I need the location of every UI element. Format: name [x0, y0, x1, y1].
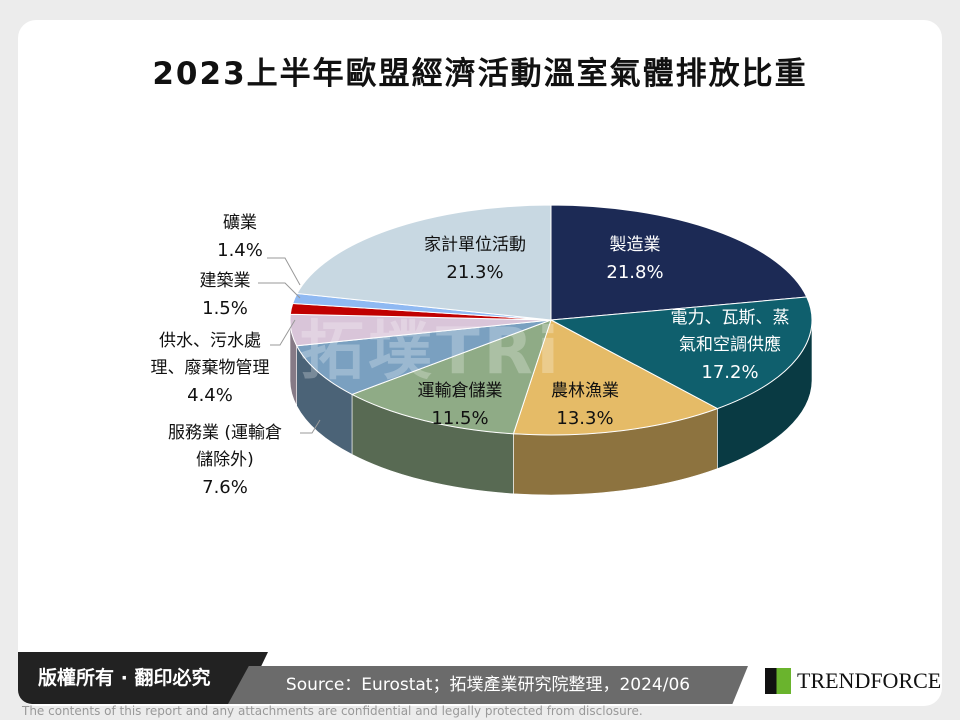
- watermark: 拓墣TRi: [300, 315, 563, 389]
- label-agriculture: 農林漁業 13.3%: [551, 381, 619, 429]
- pie-slice-4: [295, 319, 552, 395]
- label-services: 服務業 (運輸倉 儲除外) 7.6%: [167, 423, 283, 498]
- trendforce-logo: TRENDFORCE: [765, 668, 941, 694]
- disclaimer: The contents of this report and any atta…: [22, 704, 643, 718]
- label-water: 供水、污水處 理、廢棄物管理 4.4%: [150, 331, 270, 406]
- label-electricity: 電力、瓦斯、蒸 氣和空調供應 17.2%: [670, 308, 790, 383]
- pie-slice-3: [350, 319, 552, 435]
- copyright-banner: 版權所有 · 翻印必究: [18, 652, 268, 704]
- source-note: Source：Eurostat；拓墣產業研究院整理，2024/06: [228, 666, 748, 704]
- chart-title: 2023上半年歐盟經濟活動溫室氣體排放比重: [152, 56, 808, 92]
- pie-slice-1: [549, 296, 813, 410]
- label-transport: 運輸倉儲業 11.5%: [417, 381, 503, 429]
- pie-slice-8: [296, 204, 552, 321]
- pie-slice-0: [550, 204, 808, 321]
- leader-lines: [258, 257, 321, 434]
- label-manufacturing: 製造業 21.8%: [606, 235, 664, 283]
- label-household: 家計單位活動 21.3%: [424, 235, 526, 283]
- label-construction: 建築業 1.5%: [199, 271, 251, 319]
- label-mining: 礦業 1.4%: [217, 213, 263, 261]
- pie-slice-2: [512, 319, 719, 436]
- logo-mark-icon: [765, 668, 791, 694]
